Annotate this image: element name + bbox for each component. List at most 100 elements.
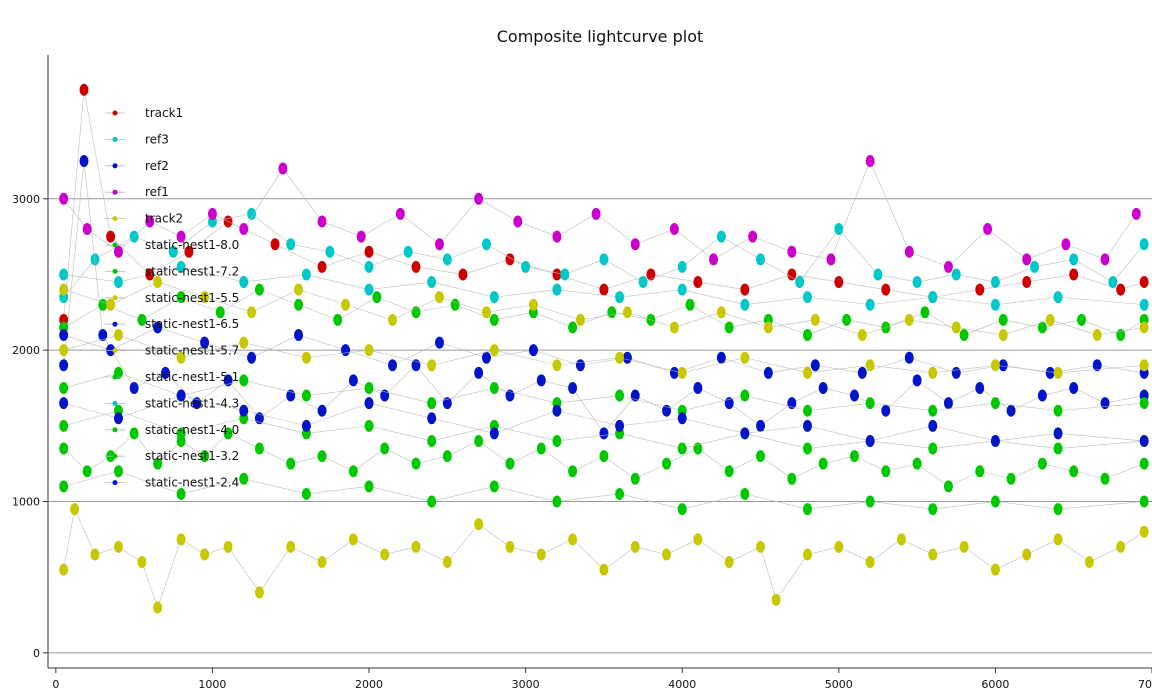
- data-point: [113, 245, 123, 258]
- data-point: [802, 442, 812, 455]
- data-point: [106, 344, 116, 357]
- data-point: [568, 533, 578, 546]
- data-point: [301, 487, 311, 500]
- data-point: [113, 540, 123, 553]
- data-point: [1053, 533, 1063, 546]
- data-point: [677, 412, 687, 425]
- data-point: [1053, 427, 1063, 440]
- data-point: [458, 268, 468, 281]
- data-point: [450, 298, 460, 311]
- data-point: [1037, 457, 1047, 470]
- legend-label: static-nest1-7.2: [145, 264, 239, 278]
- data-point: [348, 374, 358, 387]
- data-point: [928, 442, 938, 455]
- data-point: [1092, 359, 1102, 372]
- series-static-nest1-5.7: [59, 329, 1149, 379]
- data-point: [442, 450, 452, 463]
- data-point: [317, 556, 327, 569]
- data-point: [693, 533, 703, 546]
- data-point: [505, 457, 515, 470]
- x-tick-label: 0: [52, 678, 59, 691]
- legend-label: static-nest1-2.4: [145, 476, 239, 490]
- data-point: [411, 260, 421, 273]
- data-point: [434, 336, 444, 349]
- data-point: [983, 223, 993, 236]
- data-point: [1139, 276, 1149, 289]
- data-point: [928, 419, 938, 432]
- data-point: [403, 245, 413, 258]
- data-point: [82, 465, 92, 478]
- data-point: [1022, 253, 1032, 266]
- data-point: [200, 291, 210, 304]
- data-point: [1139, 397, 1149, 410]
- data-point: [951, 268, 961, 281]
- series-ref3: [59, 207, 1149, 304]
- data-point: [427, 397, 437, 410]
- data-point: [176, 389, 186, 402]
- data-point: [685, 298, 695, 311]
- data-point: [59, 381, 69, 394]
- data-point: [90, 548, 100, 561]
- series-ref1: [59, 154, 1141, 273]
- data-point: [176, 533, 186, 546]
- data-point: [176, 351, 186, 364]
- data-point: [1053, 503, 1063, 516]
- data-point: [364, 344, 374, 357]
- data-point: [865, 556, 875, 569]
- data-point: [1053, 291, 1063, 304]
- legend-label: static-nest1-8.0: [145, 238, 239, 252]
- data-point: [904, 245, 914, 258]
- data-point: [724, 465, 734, 478]
- data-point: [129, 381, 139, 394]
- data-point: [364, 283, 374, 296]
- data-point: [1139, 457, 1149, 470]
- data-point: [865, 397, 875, 410]
- data-point: [1131, 207, 1141, 220]
- data-point: [1030, 260, 1040, 273]
- data-point: [669, 223, 679, 236]
- legend-label: track1: [145, 106, 183, 120]
- data-point: [716, 230, 726, 243]
- data-point: [724, 556, 734, 569]
- x-tick-label: 4000: [668, 678, 696, 691]
- data-point: [865, 434, 875, 447]
- data-point: [1116, 329, 1126, 342]
- data-point: [1053, 366, 1063, 379]
- data-point: [207, 207, 217, 220]
- data-point: [599, 450, 609, 463]
- data-point: [1053, 442, 1063, 455]
- data-point: [395, 207, 405, 220]
- legend-marker: [112, 348, 118, 354]
- grid-layer: [48, 198, 1152, 654]
- data-point: [881, 283, 891, 296]
- data-point: [1092, 329, 1102, 342]
- series-line: [63, 89, 1145, 320]
- data-point: [59, 192, 69, 205]
- series-static-nest1-3.2: [59, 465, 1149, 516]
- data-point: [388, 359, 398, 372]
- data-point: [802, 404, 812, 417]
- data-point: [630, 472, 640, 485]
- data-point: [536, 548, 546, 561]
- legend-label: static-nest1-4.3: [145, 396, 239, 410]
- data-point: [223, 427, 233, 440]
- data-point: [904, 313, 914, 326]
- x-tick-label: 3000: [512, 678, 540, 691]
- data-point: [380, 442, 390, 455]
- data-point: [709, 253, 719, 266]
- legend-marker: [112, 110, 118, 116]
- data-point: [607, 306, 617, 319]
- legend-marker: [112, 189, 118, 195]
- legend: track1 ref3 ref2 ref1 track2 static-nest1-8.0…: [105, 106, 239, 490]
- legend-marker: [112, 400, 118, 406]
- data-point: [528, 344, 538, 357]
- data-point: [301, 389, 311, 402]
- data-point: [489, 291, 499, 304]
- data-point: [763, 366, 773, 379]
- data-point: [411, 457, 421, 470]
- data-point: [560, 268, 570, 281]
- data-point: [599, 253, 609, 266]
- data-point: [881, 404, 891, 417]
- series-line: [63, 327, 1145, 374]
- data-point: [364, 381, 374, 394]
